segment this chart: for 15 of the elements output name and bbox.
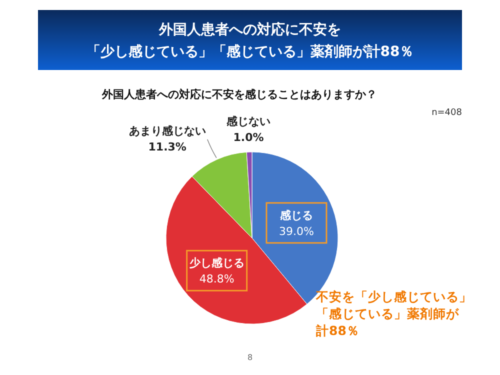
slice-label: あまり感じない (128, 124, 206, 138)
data-label: 39.0% (279, 224, 314, 238)
slice-label: 少し感じる (188, 256, 244, 270)
data-label: 11.3% (148, 140, 186, 154)
chart-title: 外国人患者への対応に不安を「少し感じている」「感じている」薬剤師が計88％ (86, 21, 414, 60)
text: 不安を「少し感じている」 (315, 289, 472, 304)
chart-subtitle: 外国人患者への対応に不安を感じることはありますか？ (101, 88, 377, 101)
slice-label: 感じる (278, 208, 313, 222)
data-label: 48.8% (199, 272, 234, 286)
text: 計88％ (315, 323, 360, 338)
slice-label: 感じない (226, 114, 271, 128)
data-label: 1.0% (233, 130, 264, 144)
text: n=408 (432, 108, 462, 118)
text: 8 (247, 353, 253, 362)
text: 「感じている」薬剤師が (316, 306, 460, 321)
